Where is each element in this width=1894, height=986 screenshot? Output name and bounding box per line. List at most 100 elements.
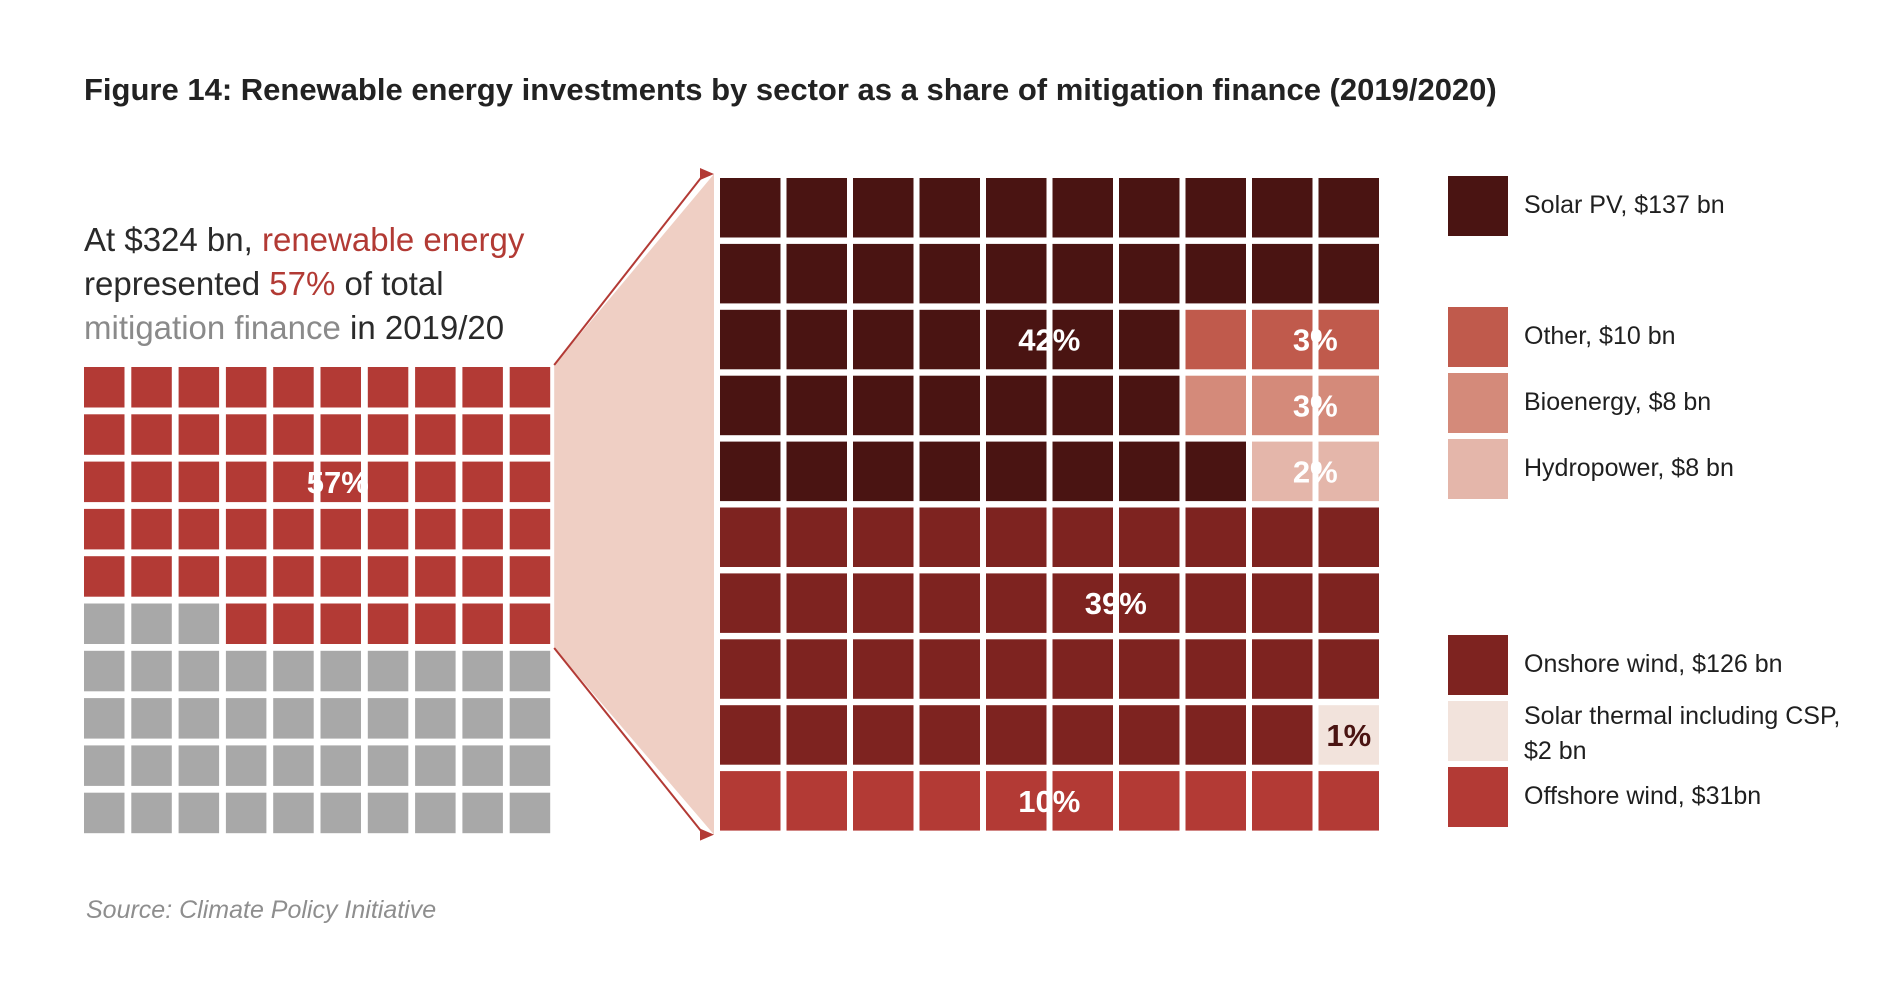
label-bioenergy: 3% bbox=[1293, 388, 1338, 423]
waffle-cell-renewable bbox=[273, 556, 314, 597]
waffle-cell-renewable bbox=[415, 414, 456, 455]
waffle-cell-renewable bbox=[225, 367, 267, 408]
waffle-cell-offshore-wind bbox=[1252, 771, 1313, 831]
waffle-cell-other-mitigation bbox=[273, 698, 314, 739]
waffle-cell-other-mitigation bbox=[131, 603, 172, 644]
waffle-cell-renewable bbox=[225, 508, 267, 550]
waffle-cell-solar-pv bbox=[1185, 243, 1246, 304]
waffle-cell-onshore-wind bbox=[786, 705, 847, 765]
waffle-cell-onshore-wind bbox=[1252, 507, 1313, 567]
waffle-cell-onshore-wind bbox=[853, 507, 914, 567]
waffle-cell-other-mitigation bbox=[415, 698, 456, 739]
waffle-cell-onshore-wind bbox=[1185, 507, 1246, 567]
waffle-cell-other-mitigation bbox=[509, 698, 551, 739]
waffle-cell-other-mitigation bbox=[178, 745, 220, 786]
waffle-cell-renewable bbox=[320, 414, 361, 455]
waffle-cell-onshore-wind bbox=[1252, 573, 1313, 633]
waffle-cell-renewable bbox=[320, 603, 361, 644]
waffle-cell-renewable bbox=[131, 508, 172, 550]
waffle-cell-solar-pv bbox=[919, 243, 980, 304]
waffle-cell-renewable bbox=[367, 556, 409, 597]
waffle-cell-onshore-wind bbox=[986, 573, 1047, 633]
waffle-cell-onshore-wind bbox=[1119, 639, 1180, 699]
waffle-cell-solar-pv bbox=[786, 441, 847, 502]
waffle-cell-other-mitigation bbox=[131, 792, 172, 834]
waffle-cell-other bbox=[1252, 309, 1313, 370]
legend-label-offshore-wind: Offshore wind, $31bn bbox=[1524, 782, 1762, 810]
waffle-cell-renewable bbox=[509, 508, 551, 550]
waffle-cell-onshore-wind bbox=[1318, 507, 1379, 567]
legend-swatch-solar-thermal bbox=[1448, 701, 1508, 761]
waffle-cell-other-mitigation bbox=[178, 603, 220, 644]
label-other: 3% bbox=[1293, 323, 1338, 358]
connector-arrow-bottom bbox=[700, 828, 714, 841]
waffle-cell-renewable bbox=[509, 461, 551, 503]
waffle-cell-renewable bbox=[225, 414, 267, 455]
label-hydropower: 2% bbox=[1293, 454, 1338, 489]
waffle-cell-renewable bbox=[178, 414, 220, 455]
waffle-cell-other-mitigation bbox=[320, 745, 361, 786]
waffle-cell-renewable bbox=[509, 556, 551, 597]
waffle-cell-other-mitigation bbox=[509, 745, 551, 786]
waffle-cell-renewable bbox=[320, 556, 361, 597]
waffle-cell-onshore-wind bbox=[919, 705, 980, 765]
waffle-cell-solar-pv bbox=[1252, 243, 1313, 304]
waffle-cell-solar-pv bbox=[1119, 441, 1180, 502]
waffle-cell-hydropower bbox=[1318, 441, 1379, 502]
waffle-cell-onshore-wind bbox=[786, 639, 847, 699]
intro-renewable-energy: renewable energy bbox=[261, 221, 525, 258]
legend-swatch-offshore-wind bbox=[1448, 767, 1508, 827]
connector-line-bottom bbox=[553, 647, 705, 836]
waffle-cell-renewable bbox=[367, 367, 409, 408]
waffle-cell-solar-pv bbox=[786, 375, 847, 436]
waffle-cell-renewable bbox=[462, 461, 503, 503]
waffle-cell-renewable bbox=[415, 461, 456, 503]
waffle-cell-renewable bbox=[84, 508, 125, 550]
waffle-cell-onshore-wind bbox=[853, 639, 914, 699]
waffle-cell-onshore-wind bbox=[1185, 705, 1246, 765]
waffle-cell-solar-pv bbox=[1052, 243, 1113, 304]
waffle-cell-solar-pv bbox=[986, 178, 1047, 238]
legend-label-other: Other, $10 bn bbox=[1524, 322, 1676, 350]
waffle-cell-renewable bbox=[273, 367, 314, 408]
waffle-cell-renewable bbox=[367, 508, 409, 550]
waffle-cell-onshore-wind bbox=[1119, 705, 1180, 765]
connector-fill bbox=[554, 174, 714, 835]
label-solar-thermal: 1% bbox=[1326, 718, 1371, 753]
waffle-cell-renewable bbox=[84, 414, 125, 455]
waffle-cell-solar-pv bbox=[720, 375, 781, 436]
waffle-cell-renewable bbox=[178, 508, 220, 550]
waffle-cell-other-mitigation bbox=[84, 603, 125, 644]
waffle-cell-onshore-wind bbox=[919, 573, 980, 633]
legend-label-solar-pv: Solar PV, $137 bn bbox=[1524, 191, 1725, 219]
waffle-cell-renewable bbox=[509, 603, 551, 644]
intro-part-3: represented bbox=[84, 265, 270, 302]
waffle-cell-renewable bbox=[131, 461, 172, 503]
waffle-cell-solar-pv bbox=[919, 309, 980, 370]
waffle-cell-renewable bbox=[415, 556, 456, 597]
waffle-cell-onshore-wind bbox=[986, 507, 1047, 567]
waffle-cell-onshore-wind bbox=[1052, 639, 1113, 699]
waffle-total-mitigation bbox=[84, 367, 551, 834]
waffle-cell-other-mitigation bbox=[178, 650, 220, 692]
waffle-cell-other-mitigation bbox=[462, 792, 503, 834]
waffle-cell-other-mitigation bbox=[415, 792, 456, 834]
waffle-cell-solar-pv bbox=[720, 309, 781, 370]
waffle-cell-onshore-wind bbox=[853, 573, 914, 633]
legend-swatch-other bbox=[1448, 307, 1508, 367]
waffle-cell-renewable bbox=[273, 461, 314, 503]
waffle-cell-renewable bbox=[509, 367, 551, 408]
waffle-cell-renewable bbox=[225, 556, 267, 597]
waffle-cell-renewable bbox=[462, 508, 503, 550]
label-renewable-share: 57% bbox=[307, 465, 369, 500]
waffle-cell-renewable bbox=[462, 414, 503, 455]
waffle-cell-other-mitigation bbox=[225, 792, 267, 834]
waffle-cell-renewable bbox=[178, 556, 220, 597]
waffle-cell-solar-pv bbox=[786, 243, 847, 304]
waffle-cell-solar-pv bbox=[986, 375, 1047, 436]
waffle-cell-other-mitigation bbox=[273, 792, 314, 834]
legend-label-solar-thermal: Solar thermal including CSP, $2 bn bbox=[1524, 702, 1841, 765]
waffle-cell-solar-pv bbox=[853, 441, 914, 502]
waffle-cell-other-mitigation bbox=[509, 792, 551, 834]
